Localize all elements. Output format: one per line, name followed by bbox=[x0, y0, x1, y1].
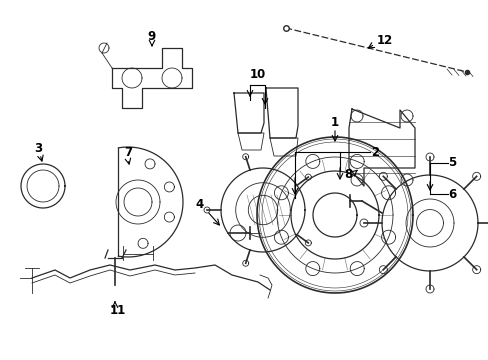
Text: 11: 11 bbox=[110, 303, 126, 316]
Text: 9: 9 bbox=[147, 30, 156, 42]
Text: 8: 8 bbox=[343, 168, 351, 181]
Text: 5: 5 bbox=[447, 157, 455, 170]
Text: 3: 3 bbox=[34, 141, 42, 154]
Text: 4: 4 bbox=[196, 198, 203, 211]
Text: 12: 12 bbox=[376, 33, 392, 46]
Text: 7: 7 bbox=[123, 147, 132, 159]
Text: 2: 2 bbox=[370, 145, 378, 158]
Text: 10: 10 bbox=[249, 68, 265, 81]
Text: 1: 1 bbox=[330, 116, 338, 129]
Text: 6: 6 bbox=[447, 188, 455, 201]
